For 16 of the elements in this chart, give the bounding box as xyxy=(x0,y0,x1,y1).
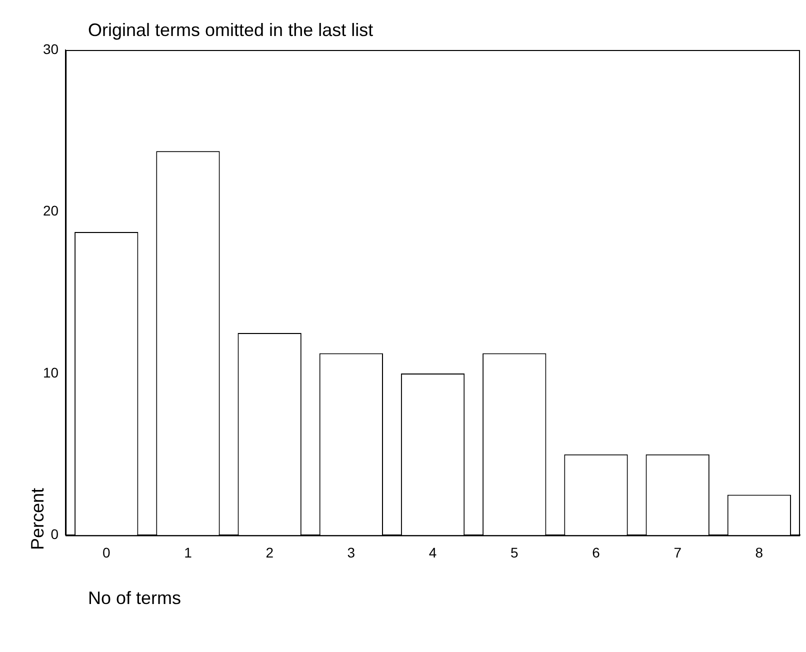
x-tick-label: 3 xyxy=(347,544,356,560)
x-tick-label: 8 xyxy=(755,544,764,560)
x-tick-label: 7 xyxy=(674,544,682,560)
x-tick-label: 4 xyxy=(428,544,437,560)
y-axis-title: Percent xyxy=(28,488,48,550)
chart-title: Original terms omitted in the last list xyxy=(88,20,374,41)
y-tick-label: 0 xyxy=(50,526,59,542)
y-tick-label: 10 xyxy=(42,364,59,380)
y-tick-label: 30 xyxy=(42,40,59,57)
y-tick-label: 20 xyxy=(42,202,59,219)
x-tick-label: 5 xyxy=(510,544,518,560)
x-tick-label: 1 xyxy=(184,544,192,560)
x-tick-label: 6 xyxy=(592,544,600,560)
x-tick-label: 0 xyxy=(102,544,110,560)
x-axis-title: No of terms xyxy=(88,588,182,609)
x-tick-label: 2 xyxy=(266,544,274,560)
